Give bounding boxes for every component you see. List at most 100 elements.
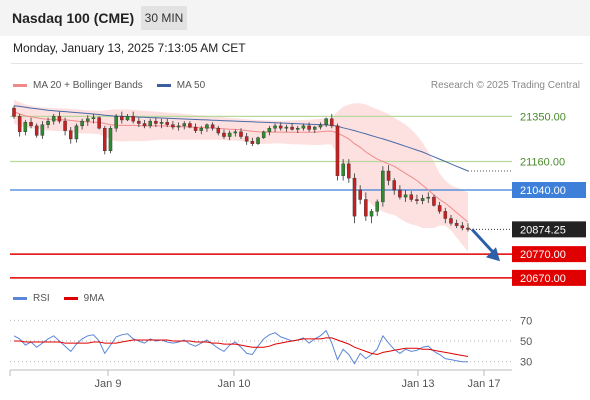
candle-body-26	[159, 122, 164, 124]
candle-body-56	[330, 118, 334, 127]
blue-level-text-2: 21040.00	[520, 185, 566, 197]
price-legend: MA 20 + Bollinger Bands MA 50	[13, 80, 219, 91]
candle-body-70	[409, 194, 414, 200]
candle-body-51	[301, 125, 306, 129]
rsi-tick-30: 30	[520, 357, 532, 369]
rsi-series-9ma	[14, 337, 469, 357]
candle-body-20	[125, 116, 130, 121]
candle-body-47	[278, 125, 283, 129]
candle-body-67	[392, 180, 396, 191]
rsi9ma-legend-swatch	[63, 297, 78, 300]
timeframe-button[interactable]: 30 MIN	[141, 6, 187, 30]
candle-body-11	[74, 125, 79, 140]
candle-body-59	[347, 163, 351, 179]
candle-body-74	[432, 196, 436, 206]
candle-body-25	[154, 120, 158, 124]
ma50-legend-swatch	[156, 84, 171, 87]
candle-body-46	[273, 125, 277, 129]
x-tick-label-0: Jan 9	[95, 378, 122, 390]
resistance-label-1: 21160.00	[520, 157, 565, 169]
candle-body-23	[142, 123, 147, 127]
candle-body-16	[103, 128, 107, 152]
resistance-label-0: 21350.00	[520, 111, 566, 123]
candle-body-79	[460, 225, 465, 229]
candle-body-27	[165, 122, 169, 125]
ma50-line	[13, 105, 469, 172]
candle-body-9	[63, 120, 67, 131]
candle-body-39	[233, 131, 238, 134]
candle-body-15	[97, 117, 101, 129]
candle-body-68	[398, 189, 402, 198]
instrument-title: Nasdaq 100 (CME)	[12, 10, 135, 26]
red-level-text-5: 20670.00	[520, 273, 566, 285]
candle-body-77	[449, 218, 453, 224]
chart-datetime: Monday, January 13, 2025 7:13:05 AM CET	[13, 41, 246, 55]
candle-body-50	[295, 128, 300, 130]
copyright-text: Research © 2025 Trading Central	[430, 80, 580, 91]
candle-body-5	[40, 124, 45, 136]
candle-body-72	[420, 198, 425, 201]
candle-body-76	[443, 211, 448, 219]
candle-body-65	[381, 170, 385, 203]
candle-body-29	[176, 125, 181, 128]
candle-body-28	[171, 124, 175, 128]
candle-body-73	[426, 196, 431, 199]
candle-body-33	[199, 128, 204, 131]
current-price-tag	[512, 221, 586, 238]
red-level-tag-4	[512, 246, 586, 263]
candle-body-32	[193, 126, 198, 131]
candle-body-78	[454, 223, 459, 226]
candle-body-58	[341, 163, 345, 176]
rsi-series-rsi	[13, 329, 468, 365]
ma20-legend-label: MA 20 + Bollinger Bands	[33, 80, 143, 91]
blue-level-tag-2	[512, 182, 586, 198]
ma50-legend-label: MA 50	[176, 80, 206, 91]
candle-body-14	[91, 117, 96, 119]
candle-body-6	[46, 120, 50, 125]
candle-body-53	[313, 126, 317, 130]
candle-body-66	[386, 170, 391, 181]
rsi9ma-legend-label: 9MA	[83, 293, 105, 304]
candle-body-24	[148, 120, 152, 127]
candle-body-30	[182, 123, 187, 127]
candle-body-22	[137, 120, 141, 124]
forecast-arrow-shaft	[470, 228, 496, 255]
candle-body-55	[324, 118, 328, 125]
candle-body-3	[29, 122, 33, 127]
chart-header: Nasdaq 100 (CME) 30 MIN	[0, 0, 590, 36]
candle-body-49	[290, 126, 294, 130]
candle-body-71	[415, 199, 419, 201]
candle-body-35	[210, 124, 215, 129]
candle-body-48	[284, 126, 289, 129]
rsi-legend-swatch	[13, 297, 27, 300]
candle-body-31	[188, 123, 192, 128]
current-price-text: 20874.25	[520, 224, 566, 236]
candle-body-12	[80, 120, 84, 127]
x-tick-label-3: Jan 17	[467, 378, 500, 390]
candle-body-60	[352, 177, 357, 217]
candle-body-1	[17, 116, 22, 133]
candle-body-2	[23, 122, 28, 133]
candle-body-10	[68, 130, 73, 140]
candle-body-34	[205, 124, 209, 129]
candle-body-0	[12, 107, 16, 117]
candle-body-80	[466, 227, 470, 230]
candle-body-64	[375, 201, 379, 212]
header-divider	[11, 63, 583, 64]
current-price-label: 20874.25	[512, 221, 586, 238]
candle-body-57	[335, 125, 340, 176]
candle-body-18	[114, 116, 118, 129]
rsi-legend: RSI 9MA	[13, 293, 118, 304]
candle-body-44	[261, 131, 266, 138]
candle-body-13	[86, 118, 90, 122]
rsi-tick-50: 50	[520, 336, 532, 348]
red-level-text-4: 20770.00	[520, 249, 566, 261]
candle-body-40	[239, 131, 243, 137]
candle-body-38	[227, 132, 232, 137]
candle-body-69	[403, 194, 408, 198]
candle-body-75	[437, 205, 442, 212]
candle-body-62	[364, 199, 368, 217]
candle-body-36	[216, 128, 221, 134]
red-level-tag-5	[512, 269, 586, 286]
